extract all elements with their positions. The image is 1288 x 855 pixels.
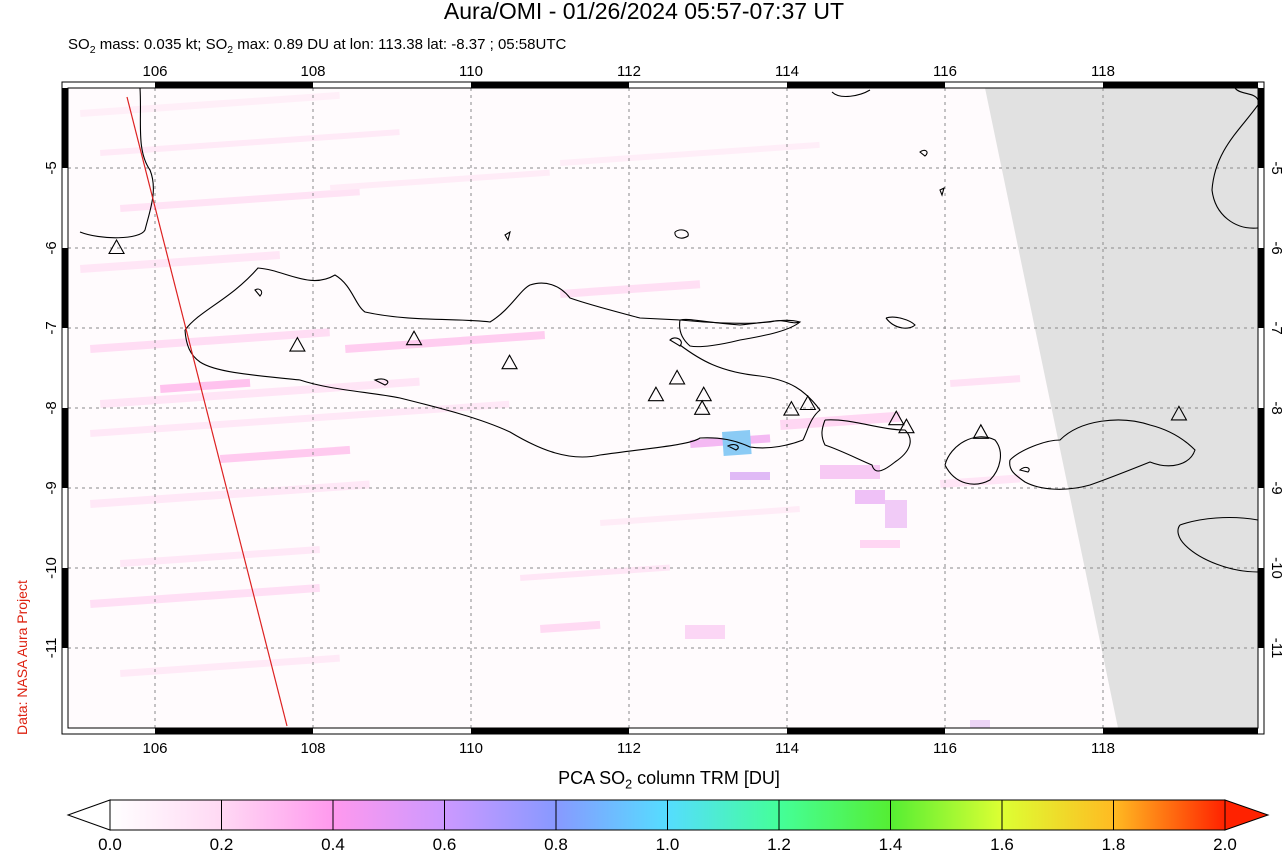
so2-stats: SO2 mass: 0.035 kt; SO2 max: 0.89 DU at … xyxy=(68,36,567,56)
volcano-triangle-icon xyxy=(501,354,518,370)
lat-left-8: -8 xyxy=(43,401,60,414)
map-panel xyxy=(68,88,1258,728)
madura-coast xyxy=(679,318,802,348)
lat-right-7: -7 xyxy=(1268,321,1285,334)
volcano-triangle-icon xyxy=(647,386,665,402)
colorbar-label-3: 0.6 xyxy=(432,835,457,854)
lat-left-10: -10 xyxy=(43,557,60,579)
so2-swath-streaks xyxy=(79,91,1021,728)
colorbar-label-6: 1.2 xyxy=(767,835,791,854)
volcano-triangle-icon xyxy=(898,418,915,434)
volcano-triangle-icon xyxy=(668,369,686,385)
lon-top-116: 116 xyxy=(933,63,957,80)
volcano-triangle-icon xyxy=(693,399,711,415)
lon-top-106: 106 xyxy=(142,63,167,80)
volcano-triangle-icon xyxy=(405,330,423,346)
lat-left-5: -5 xyxy=(43,161,60,174)
map-title: Aura/OMI - 01/26/2024 05:57-07:37 UT xyxy=(443,0,845,24)
colorbar-label-5: 1.0 xyxy=(655,835,680,854)
colorbar-label-0: 0.0 xyxy=(98,835,122,854)
lat-left-11: -11 xyxy=(43,638,60,659)
colorbar xyxy=(66,799,1270,831)
axis-labels: 106 108 110 112 114 116 118 106 108 110 … xyxy=(43,63,1285,757)
sumba-coast xyxy=(1177,516,1258,573)
volcano-triangle-icon xyxy=(288,336,306,352)
volcano-triangle-icon xyxy=(695,386,713,402)
lon-bottom-114: 114 xyxy=(775,740,799,757)
volcano-triangle-icon xyxy=(1170,405,1188,421)
lon-top-110: 110 xyxy=(459,63,483,80)
colorbar-label-4: 0.8 xyxy=(544,835,568,854)
lat-left-9: -9 xyxy=(43,481,60,494)
volcano-triangle-icon xyxy=(887,410,905,426)
volcano-triangle-icon xyxy=(108,238,125,255)
lon-bottom-116: 116 xyxy=(933,740,957,757)
colorbar-label-7: 1.4 xyxy=(878,835,903,854)
colorbar-title: PCA SO2 column TRM [DU] xyxy=(558,768,780,792)
lat-right-8: -8 xyxy=(1268,401,1285,414)
lon-bottom-108: 108 xyxy=(300,740,325,757)
colorbar-label-2: 0.4 xyxy=(321,835,345,854)
borneo-coast xyxy=(1211,88,1258,229)
colorbar-ticks xyxy=(221,800,1114,830)
colorbar-high-arrow xyxy=(1224,799,1270,831)
volcano-markers xyxy=(108,238,1188,439)
small-islands xyxy=(254,149,1030,473)
colorbar-low-arrow xyxy=(66,799,111,831)
sumbawa-coast xyxy=(1009,419,1196,490)
lon-bottom-106: 106 xyxy=(142,740,167,757)
volcano-triangle-icon xyxy=(799,394,817,411)
lat-right-10: -10 xyxy=(1268,557,1285,579)
lon-bottom-118: 118 xyxy=(1091,740,1115,757)
lombok-coast xyxy=(944,436,1001,485)
lon-top-108: 108 xyxy=(300,63,325,80)
lon-bottom-112: 112 xyxy=(617,740,641,757)
orbit-track xyxy=(126,96,288,727)
graticule xyxy=(68,88,1258,728)
colorbar-label-10: 2.0 xyxy=(1213,835,1237,854)
lat-right-6: -6 xyxy=(1268,241,1285,254)
lon-top-118: 118 xyxy=(1091,63,1115,80)
lon-bottom-110: 110 xyxy=(459,740,483,757)
colorbar-label-9: 1.8 xyxy=(1101,835,1126,854)
lon-top-114: 114 xyxy=(775,63,799,80)
lat-left-6: -6 xyxy=(43,241,60,254)
lat-right-11: -11 xyxy=(1268,638,1285,659)
lon-top-112: 112 xyxy=(617,63,641,80)
lat-right-9: -9 xyxy=(1268,481,1285,494)
volcano-triangle-icon xyxy=(782,400,800,416)
bali-coast xyxy=(821,419,911,472)
volcano-triangle-icon xyxy=(972,423,990,439)
lat-right-5: -5 xyxy=(1268,161,1285,174)
map-frame xyxy=(61,81,1265,735)
kalimantan-coast xyxy=(831,89,871,98)
colorbar-label-1: 0.2 xyxy=(209,835,234,854)
lat-left-7: -7 xyxy=(43,321,60,334)
colorbar-label-8: 1.6 xyxy=(990,835,1014,854)
